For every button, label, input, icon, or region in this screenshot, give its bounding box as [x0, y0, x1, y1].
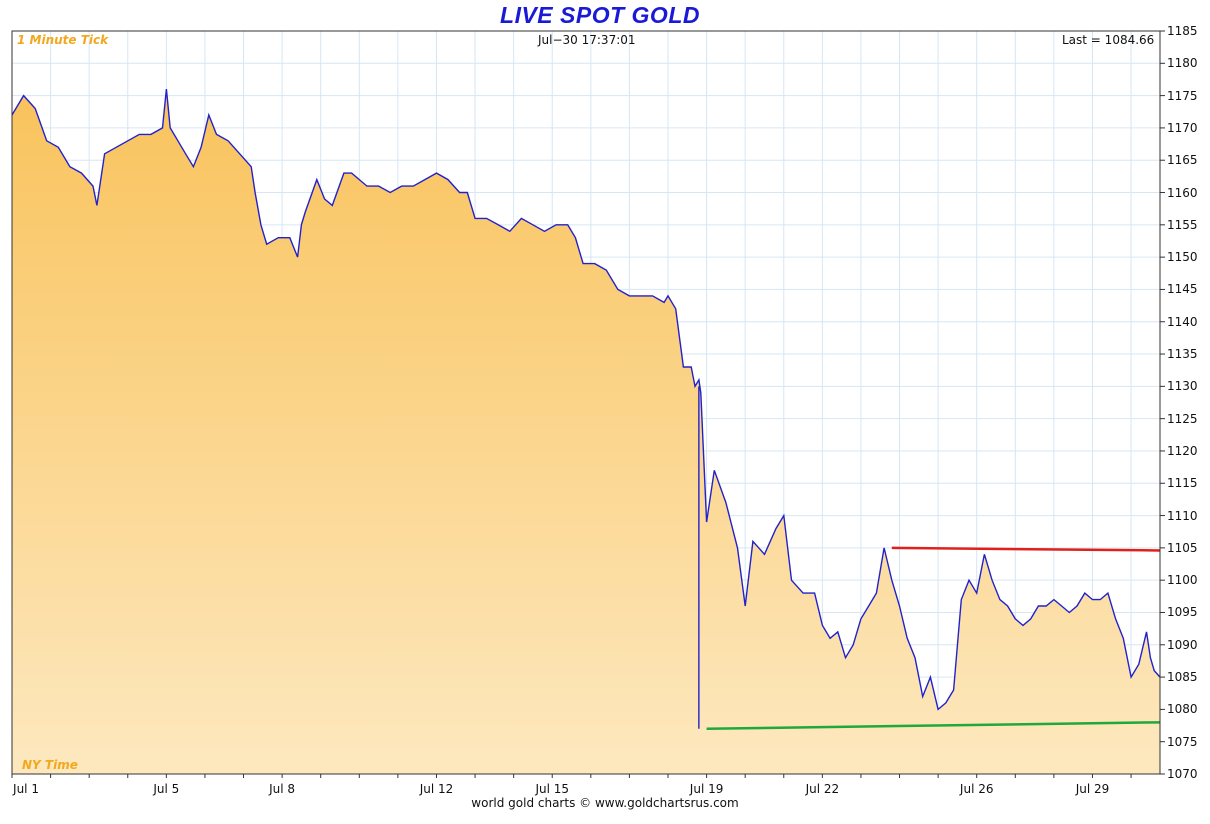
x-tick-label: Jul 8 [269, 782, 296, 796]
price-area-fill [12, 89, 1160, 775]
y-tick-label: 1095 [1167, 605, 1198, 620]
y-tick-label: 1075 [1167, 734, 1198, 749]
plot-frame [11, 30, 1161, 775]
y-tick-label: 1180 [1167, 56, 1198, 71]
x-tick-label: Jul 22 [805, 782, 840, 796]
x-tick-label: Jul 29 [1075, 782, 1110, 796]
y-tick-label: 1090 [1167, 637, 1198, 652]
x-axis-ticks [11, 774, 1132, 778]
last-price-label: Last = 1084.66 [1062, 33, 1155, 47]
y-tick-label: 1125 [1167, 411, 1198, 426]
y-tick-label: 1085 [1167, 670, 1198, 685]
chart-footer-credit: world gold charts © www.goldchartsrus.co… [471, 796, 739, 810]
y-tick-label: 1070 [1167, 767, 1198, 781]
chart-title: LIVE SPOT GOLD [500, 2, 700, 28]
y-tick-label: 1170 [1167, 120, 1198, 135]
y-tick-label: 1110 [1167, 508, 1198, 523]
y-tick-label: 1105 [1167, 540, 1198, 555]
y-tick-label: 1120 [1167, 443, 1198, 458]
y-tick-label: 1185 [1167, 24, 1198, 38]
y-axis-ticks [1160, 30, 1165, 775]
y-tick-label: 1165 [1167, 153, 1198, 168]
y-tick-label: 1100 [1167, 573, 1198, 588]
x-tick-label: Jul 15 [535, 782, 570, 796]
x-tick-label: Jul 19 [689, 782, 724, 796]
x-tick-label: Jul 26 [959, 782, 994, 796]
timezone-label: NY Time [22, 758, 78, 772]
y-tick-label: 1080 [1167, 702, 1198, 717]
y-tick-label: 1135 [1167, 347, 1198, 362]
y-tick-label: 1140 [1167, 314, 1198, 329]
x-tick-label: Jul 12 [419, 782, 454, 796]
y-tick-label: 1115 [1167, 476, 1198, 491]
tick-interval-label: 1 Minute Tick [17, 33, 109, 47]
annotation-line-0 [891, 546, 1161, 552]
y-tick-label: 1145 [1167, 282, 1198, 297]
y-tick-label: 1155 [1167, 217, 1198, 232]
x-tick-label: Jul 5 [153, 782, 180, 796]
y-tick-label: 1150 [1167, 250, 1198, 265]
y-tick-label: 1175 [1167, 88, 1198, 103]
x-tick-label: Jul 1 [13, 782, 39, 796]
y-tick-label: 1130 [1167, 379, 1198, 394]
trend-annotations [698, 386, 1161, 731]
price-series-line [11, 89, 1161, 711]
y-tick-label: 1160 [1167, 185, 1198, 200]
timestamp-label: Jul−30 17:37:01 [538, 33, 636, 47]
annotation-line-1 [706, 721, 1161, 731]
